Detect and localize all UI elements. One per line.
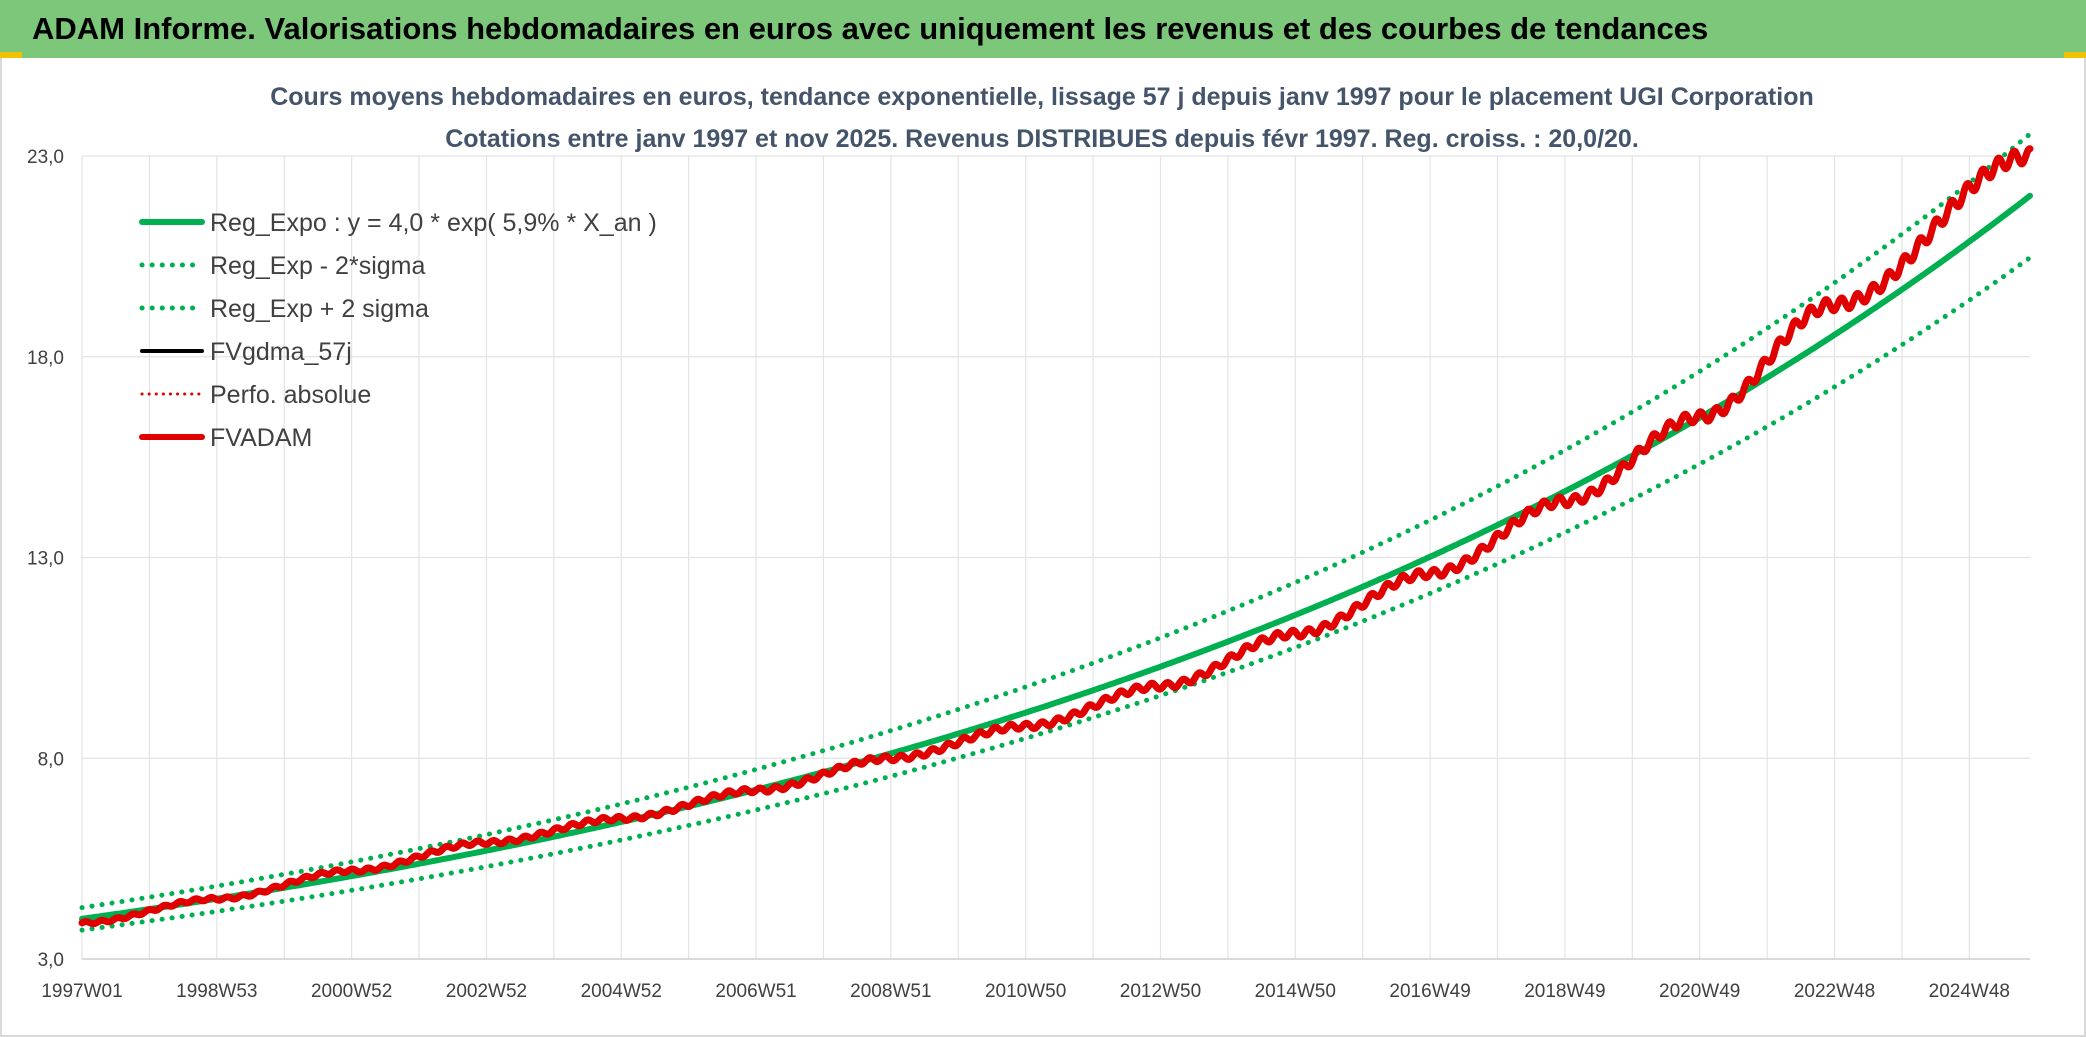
y-tick-label: 23,0 — [27, 147, 64, 168]
x-tick-label: 2002W52 — [446, 981, 527, 1002]
x-tick-label: 2024W48 — [1929, 981, 2010, 1002]
y-tick-label: 18,0 — [27, 348, 64, 369]
chart-frame: Cours moyens hebdomadaires en euros, ten… — [0, 58, 2086, 1037]
x-tick-label: 2020W49 — [1659, 981, 1740, 1002]
y-tick-label: 3,0 — [38, 950, 64, 971]
y-tick-label: 13,0 — [27, 549, 64, 570]
legend: Reg_Expo : y = 4,0 * exp( 5,9% * X_an ) R… — [139, 209, 657, 452]
x-tick-label: 2022W48 — [1794, 981, 1875, 1002]
x-tick-label: 2010W50 — [985, 981, 1066, 1002]
legend-label: Perfo. absolue — [210, 381, 371, 409]
x-tick-label: 1997W01 — [41, 981, 122, 1002]
legend-label: Reg_Exp - 2*sigma — [210, 252, 425, 280]
legend-label: FVgdma_57j — [210, 338, 352, 366]
x-tick-label: 2006W51 — [715, 981, 796, 1002]
y-tick-label: 8,0 — [38, 749, 64, 770]
legend-label: Reg_Expo : y = 4,0 * exp( 5,9% * X_an ) — [210, 209, 657, 237]
chart-subtitle: Cotations entre janv 1997 et nov 2025. R… — [445, 125, 1639, 153]
banner-corner-right — [2064, 52, 2086, 58]
x-tick-label: 2000W52 — [311, 981, 392, 1002]
banner-corner-left — [0, 52, 22, 58]
axis-layer: 3,0 8,0 13,0 18,0 23,0 1997W01 1998W53 2000W52 2… — [27, 147, 2030, 1002]
x-tick-label: 2018W49 — [1524, 981, 1605, 1002]
series-layer — [78, 131, 2034, 933]
series-line-reg-plus-2sigma — [79, 131, 2033, 911]
x-tick-label: 2004W52 — [581, 981, 662, 1002]
legend-label: FVADAM — [210, 424, 312, 452]
x-tick-label: 2008W51 — [850, 981, 931, 1002]
x-tick-label: 1998W53 — [176, 981, 257, 1002]
report-title: ADAM Informe. Valorisations hebdomadaire… — [32, 11, 1709, 46]
x-tick-label: 2012W50 — [1120, 981, 1201, 1002]
report-banner: ADAM Informe. Valorisations hebdomadaire… — [0, 0, 2086, 58]
legend-label: Reg_Exp + 2 sigma — [210, 295, 429, 323]
series-line-fvadam — [78, 145, 2034, 928]
x-tick-label: 2014W50 — [1255, 981, 1336, 1002]
x-tick-label: 2016W49 — [1389, 981, 1470, 1002]
series-line-reg-minus-2sigma — [79, 255, 2033, 933]
chart-svg: Cours moyens hebdomadaires en euros, ten… — [27, 83, 2034, 1002]
chart-title: Cours moyens hebdomadaires en euros, ten… — [270, 83, 1814, 111]
